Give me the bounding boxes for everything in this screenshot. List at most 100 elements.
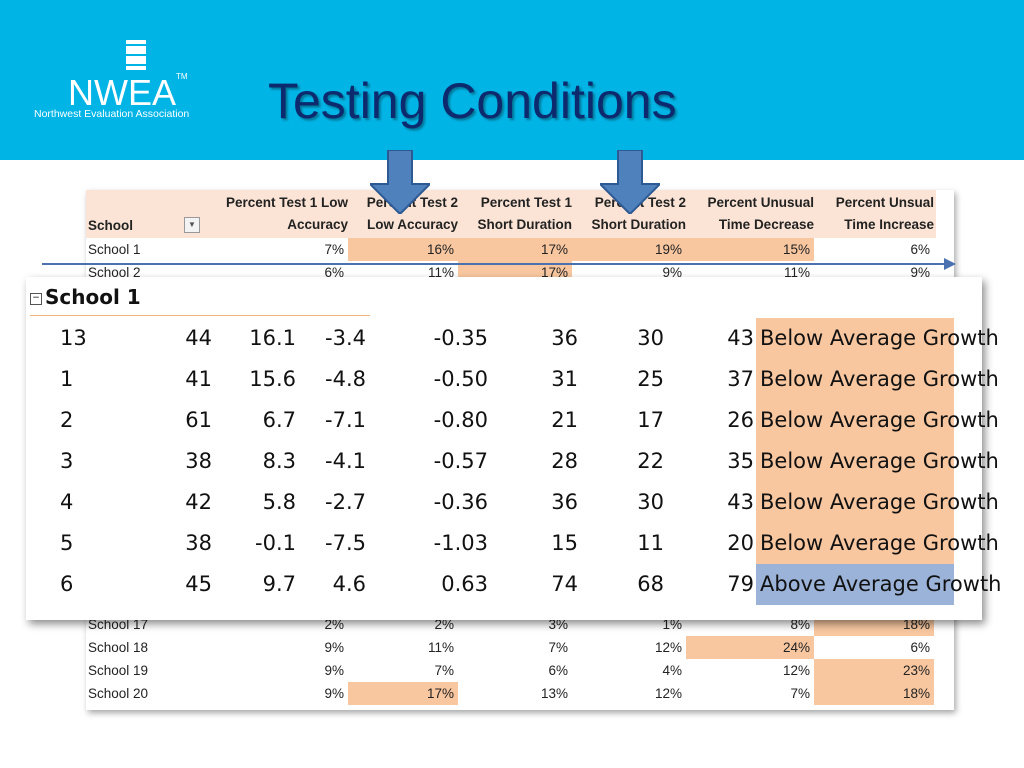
popup-divider [30, 315, 370, 316]
table-cell: 19% [572, 238, 686, 261]
popup-group-header[interactable]: − School 1 [30, 285, 141, 309]
table-cell: 6% [910, 640, 930, 655]
table-cell: 7% [434, 663, 454, 678]
popup-cell: 11 [637, 531, 664, 555]
table-cell: 13% [540, 686, 568, 701]
popup-cell: -2.7 [325, 490, 366, 514]
growth-label-below: Below Average Growth [756, 441, 999, 482]
popup-cell: 30 [637, 490, 664, 514]
column-header: Percent Unsual Time Increase [835, 195, 934, 232]
popup-cell: 6 [60, 572, 74, 596]
popup-cell: 30 [637, 326, 664, 350]
table-cell: 7% [324, 242, 344, 257]
popup-cell: 21 [551, 408, 578, 432]
popup-cell: -1.03 [433, 531, 488, 555]
table-cell: 9% [324, 663, 344, 678]
table-cell: 17% [348, 682, 458, 705]
popup-title: School 1 [45, 285, 141, 309]
popup-cell: 2 [60, 408, 74, 432]
table-cell: 7% [790, 686, 810, 701]
table-cell: 6% [324, 265, 344, 280]
table-cell: 3% [548, 617, 568, 632]
growth-label-above: Above Average Growth [756, 564, 1002, 605]
popup-cell: 20 [727, 531, 754, 555]
popup-cell: -4.1 [325, 449, 366, 473]
table-cell: 24% [686, 636, 814, 659]
popup-cell: 38 [185, 449, 212, 473]
popup-cell: 25 [637, 367, 664, 391]
popup-cell: 37 [727, 367, 754, 391]
school-name-cell: School 18 [88, 640, 149, 655]
column-header: Percent Unusual Time Decrease [707, 195, 814, 232]
table-cell: 7% [548, 640, 568, 655]
popup-cell: 13 [60, 326, 87, 350]
popup-cell: -0.57 [433, 449, 488, 473]
table-cell: 9% [662, 265, 682, 280]
table-cell: 1% [662, 617, 682, 632]
school-name-cell: School 1 [88, 242, 141, 257]
table-cell: 11% [427, 265, 454, 280]
page-title: Testing Conditions [268, 73, 677, 129]
table-cell: 8% [790, 617, 810, 632]
popup-row: 1 41 15.6 -4.8 -0.50 31 25 37 Below Average Grow… [26, 359, 999, 400]
collapse-minus-icon[interactable]: − [30, 292, 42, 305]
table-row: School 1 7% 16% 17% 19% 15% 6% [86, 238, 936, 261]
table-cell: 2% [434, 617, 454, 632]
table-cell: 16% [348, 238, 458, 261]
filter-dropdown-icon[interactable]: ▼ [184, 217, 200, 233]
popup-cell: 35 [727, 449, 754, 473]
popup-cell: 15.6 [249, 367, 296, 391]
popup-cell: 4 [60, 490, 74, 514]
table-header: School ▼ Percent Test 1 Low Accuracy Perc… [86, 190, 936, 238]
table-cell: 11% [783, 265, 810, 280]
table-cell: 4% [662, 663, 682, 678]
logo-name: NWEA [68, 72, 176, 113]
popup-cell: -0.36 [433, 490, 488, 514]
popup-cell: 8.3 [262, 449, 296, 473]
popup-cell: 68 [637, 572, 664, 596]
popup-cell: 38 [185, 531, 212, 555]
table-row: School 19 9% 7% 6% 4% 12% 23% [86, 659, 936, 682]
popup-row: 13 44 16.1 -3.4 -0.35 36 30 43 Below Average Gro… [26, 318, 999, 359]
nwea-logo: NWEATM Northwest Evaluation Association [30, 40, 210, 130]
school-detail-popup: − School 1 13 44 16.1 -3.4 -0.35 36 30 43 Below A… [26, 277, 1002, 620]
popup-cell: 42 [185, 490, 212, 514]
down-arrow-icon [370, 150, 430, 214]
growth-label-below: Below Average Growth [756, 523, 999, 564]
table-cell: 6% [548, 663, 568, 678]
popup-cell: 61 [185, 408, 212, 432]
arrow-connector-head-icon [944, 258, 956, 270]
popup-cell: 5.8 [262, 490, 296, 514]
popup-cell: -3.4 [325, 326, 366, 350]
popup-cell: 4.6 [332, 572, 366, 596]
table-cell: 9% [910, 265, 930, 280]
table-cell: 17% [458, 238, 572, 261]
school-name-cell: School 17 [88, 617, 149, 632]
logo-subtitle: Northwest Evaluation Association [34, 108, 190, 120]
popup-cell: 43 [727, 490, 754, 514]
popup-cell: 0.63 [441, 572, 488, 596]
popup-cell: 74 [551, 572, 578, 596]
down-arrow-icon [600, 150, 660, 214]
popup-cell: -7.1 [325, 408, 366, 432]
header-banner: NWEATM Northwest Evaluation Association … [0, 0, 1024, 160]
popup-cell: 17 [637, 408, 664, 432]
popup-row: 4 42 5.8 -2.7 -0.36 36 30 43 Below Average Growt… [26, 482, 999, 523]
popup-cell: 28 [551, 449, 578, 473]
popup-cell: 9.7 [262, 572, 296, 596]
popup-cell: -0.80 [433, 408, 488, 432]
growth-label-below: Below Average Growth [756, 482, 999, 523]
table-row: School 18 9% 11% 7% 12% 24% 6% [86, 636, 936, 659]
popup-cell: 44 [185, 326, 212, 350]
column-header: Percent Test 1 Short Duration [477, 195, 573, 232]
table-cell: 9% [324, 640, 344, 655]
table-cell: 18% [814, 682, 934, 705]
popup-row: 6 45 9.7 4.6 0.63 74 68 79 Above Average Growth [26, 564, 1002, 605]
popup-cell: 3 [60, 449, 74, 473]
logo-mark-icon [126, 40, 146, 72]
growth-label-below: Below Average Growth [756, 400, 999, 441]
popup-row: 3 38 8.3 -4.1 -0.57 28 22 35 Below Average Growt… [26, 441, 999, 482]
school-name-cell: School 20 [88, 686, 149, 701]
table-cell: 11% [427, 640, 454, 655]
popup-cell: 36 [551, 490, 578, 514]
